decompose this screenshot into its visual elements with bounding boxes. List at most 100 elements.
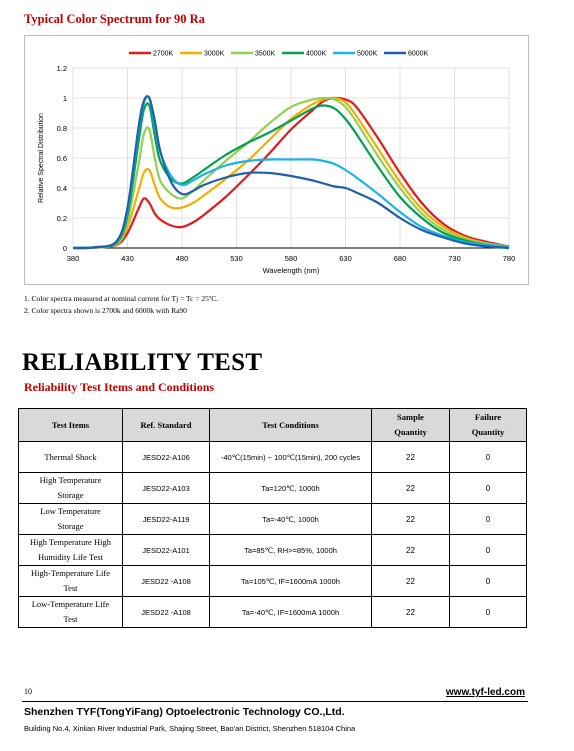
x-tick-label: 530 (230, 254, 243, 263)
chart-grid (72, 67, 510, 249)
y-tick-label: 0.8 (57, 124, 67, 133)
cell-test-item: Low Temperature Storage (18, 503, 123, 535)
spectrum-title: Typical Color Spectrum for 90 Ra (24, 12, 205, 26)
cell-conditions: Ta=105℃, IF=1600mA 1000h (209, 565, 372, 597)
reliability-subtitle: Reliability Test Items and Conditions (24, 380, 215, 394)
y-tick-label: 0.2 (57, 214, 67, 223)
test-item-line2: Test (63, 583, 78, 593)
header-test-items: Test Items (18, 408, 123, 442)
chart-series (72, 95, 510, 250)
cell-sample: 22 (371, 503, 450, 535)
website-link[interactable]: www.tyf-led.com (445, 687, 525, 698)
header-failure-line2: Quantity (471, 427, 505, 437)
chart-legend: 2700K 3000K 3500K 4000K 5000K 6000K (129, 51, 429, 58)
x-tick-label: 780 (503, 254, 516, 263)
cell-standard: JESD22-A101 (122, 534, 210, 566)
legend-label: 5000K (357, 51, 378, 58)
legend-label: 2700K (153, 51, 174, 58)
header-ref-standard: Ref. Standard (122, 408, 210, 442)
legend-label: 3500K (255, 51, 276, 58)
page-number: 10 (24, 687, 32, 696)
cell-failure: 0 (449, 472, 527, 504)
header-test-conditions: Test Conditions (209, 408, 372, 442)
series-line-6000k (72, 95, 510, 250)
x-tick-label: 730 (448, 254, 461, 263)
test-item-line1: Thermal Shock (44, 451, 97, 462)
x-tick-label: 480 (176, 254, 189, 263)
table-row: High-Temperature Life Test JESD22 -A108 T… (18, 565, 527, 597)
cell-standard: JESD22 -A108 (122, 596, 210, 628)
chart-axes: 380 430 480 530 580 630 680 730 780 0 0.2 0.4 0.6 0.8… (38, 64, 515, 275)
test-item-line1: Low Temperature (40, 506, 101, 516)
y-tick-label: 0.4 (57, 184, 67, 193)
cell-test-item: High-Temperature Life Test (18, 565, 123, 597)
note-2: 2. Color spectra shown is 2700k and 6000… (24, 306, 187, 315)
footer-divider (22, 701, 528, 702)
cell-standard: JESD22-A103 (122, 472, 210, 504)
header-sample-line2: Quantity (394, 427, 427, 437)
series-line-4000k (72, 102, 510, 250)
header-failure-quantity: Failure Quantity (449, 408, 527, 442)
test-item-line2: Storage (57, 490, 84, 500)
cell-failure: 0 (449, 534, 527, 566)
cell-conditions: Ta=85℃, RH>=85%, 1000h (209, 534, 372, 566)
reliability-table: Test Items Ref. Standard Test Conditions… (18, 408, 527, 628)
y-tick-label: 1.2 (57, 64, 67, 73)
x-tick-label: 630 (339, 254, 352, 263)
cell-failure: 0 (449, 441, 527, 473)
header-sample-quantity: Sample Quantity (371, 408, 450, 442)
cell-standard: JESD22 -A108 (122, 565, 210, 597)
y-tick-label: 0.6 (57, 154, 67, 163)
header-sample-line1: Sample (397, 412, 424, 422)
cell-standard: JESD22-A119 (122, 503, 210, 535)
cell-conditions: -40℃(15min) ~ 100℃(15min), 200 cycles (209, 441, 372, 473)
test-item-line1: High-Temperature Life (31, 568, 110, 578)
note-1: 1. Color spectra measured at nominal cur… (24, 294, 219, 303)
series-line-2700k (72, 96, 510, 250)
test-item-line1: High Temperature (39, 475, 102, 485)
table-header-row: Test Items Ref. Standard Test Conditions… (18, 408, 527, 442)
x-tick-label: 380 (67, 254, 80, 263)
cell-sample: 22 (371, 472, 450, 504)
cell-failure: 0 (449, 596, 527, 628)
cell-conditions: Ta=120℃, 1000h (209, 472, 372, 504)
test-item-line1: High Temperature High (30, 537, 111, 547)
test-item-line2: Test (63, 614, 78, 624)
cell-test-item: Low-Temperature Life Test (18, 596, 123, 628)
cell-sample: 22 (371, 565, 450, 597)
test-item-line1: Low-Temperature Life (31, 599, 110, 609)
cell-sample: 22 (371, 441, 450, 473)
table-row: Low Temperature Storage JESD22-A119 Ta=-4… (18, 503, 527, 535)
spectrum-chart-svg: 380 430 480 530 580 630 680 730 780 0 0.2 0.4 0.6 0.8… (38, 51, 515, 275)
table-row: Low-Temperature Life Test JESD22 -A108 Ta… (18, 596, 527, 628)
spectrum-chart: 380 430 480 530 580 630 680 730 780 0 0.2 0.4 0.6 0.8… (24, 35, 529, 285)
cell-failure: 0 (449, 503, 527, 535)
cell-test-item: High Temperature High Humidity Life Test (18, 534, 123, 566)
cell-conditions: Ta=-40℃, IF=1600mA 1000h (209, 596, 372, 628)
cell-standard: JESD22-A106 (122, 441, 210, 473)
y-tick-label: 0 (63, 244, 67, 253)
x-tick-label: 680 (394, 254, 407, 263)
x-tick-label: 580 (285, 254, 298, 263)
table-row: Thermal Shock JESD22-A106 -40℃(15min) ~ … (18, 441, 527, 473)
cell-test-item: Thermal Shock (18, 441, 123, 473)
table-row: High Temperature High Humidity Life Test … (18, 534, 527, 566)
table-row: High Temperature Storage JESD22-A103 Ta=1… (18, 472, 527, 504)
x-axis-label: Wavelength (nm) (263, 266, 320, 275)
cell-sample: 22 (371, 596, 450, 628)
header-failure-line1: Failure (474, 412, 502, 422)
test-item-line2: Storage (57, 521, 84, 531)
legend-label: 3000K (204, 51, 225, 58)
test-item-line2: Humidity Life Test (38, 552, 103, 562)
reliability-title: RELIABILITY TEST (22, 349, 263, 376)
cell-conditions: Ta=-40℃, 1000h (209, 503, 372, 535)
x-tick-label: 430 (121, 254, 134, 263)
cell-failure: 0 (449, 565, 527, 597)
y-tick-label: 1 (63, 94, 67, 103)
company-name: Shenzhen TYF(TongYiFang) Optoelectronic … (24, 706, 345, 718)
y-axis-label: Relative Spectral Distribution (38, 113, 45, 203)
legend-label: 4000K (306, 51, 327, 58)
legend-label: 6000K (408, 51, 429, 58)
cell-test-item: High Temperature Storage (18, 472, 123, 504)
cell-sample: 22 (371, 534, 450, 566)
